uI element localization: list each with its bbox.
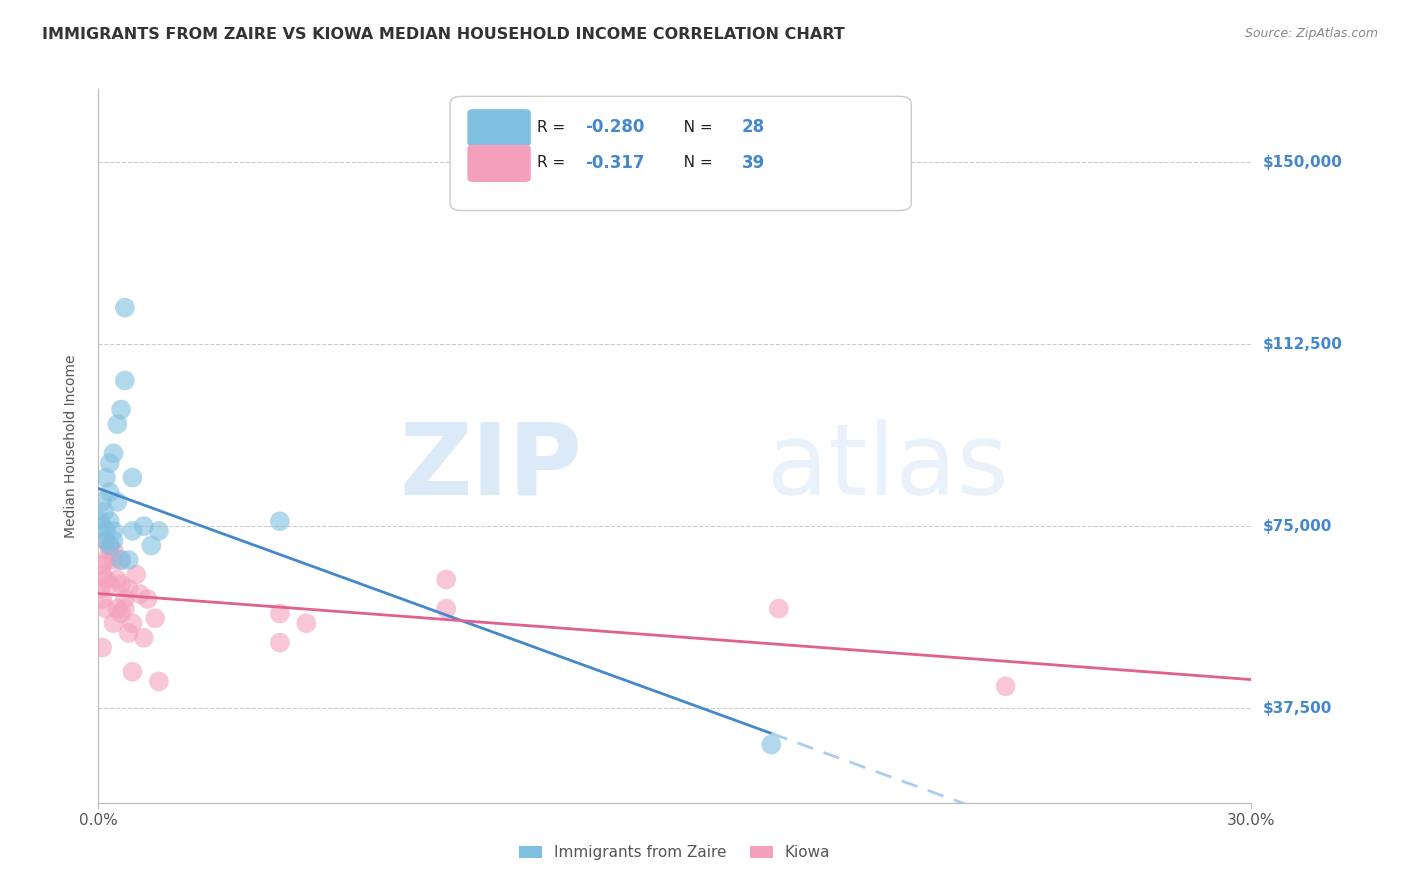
Point xyxy=(105,495,128,509)
Point xyxy=(121,616,143,631)
Point xyxy=(98,539,121,553)
FancyBboxPatch shape xyxy=(467,109,530,146)
Text: R =: R = xyxy=(537,120,569,135)
Point xyxy=(91,567,114,582)
Point xyxy=(94,533,117,548)
Point xyxy=(434,601,457,615)
Text: 28: 28 xyxy=(742,118,765,136)
Point xyxy=(114,601,136,615)
Point xyxy=(114,374,136,388)
Point xyxy=(143,611,166,625)
Point xyxy=(121,470,143,484)
Point xyxy=(121,524,143,538)
Point xyxy=(98,577,121,591)
Point xyxy=(89,582,111,597)
Point xyxy=(98,456,121,470)
Point xyxy=(132,519,155,533)
Point xyxy=(94,533,117,548)
Point xyxy=(118,582,141,597)
Point xyxy=(110,402,132,417)
Legend: Immigrants from Zaire, Kiowa: Immigrants from Zaire, Kiowa xyxy=(513,839,837,866)
Point xyxy=(110,607,132,621)
Point xyxy=(94,601,117,615)
Text: $75,000: $75,000 xyxy=(1263,518,1331,533)
Point xyxy=(103,533,125,548)
Point xyxy=(118,553,141,567)
Point xyxy=(141,539,163,553)
Point xyxy=(295,616,318,631)
Text: N =: N = xyxy=(669,155,717,170)
Point xyxy=(269,607,291,621)
Y-axis label: Median Household Income: Median Household Income xyxy=(63,354,77,538)
Text: N =: N = xyxy=(669,120,717,135)
Point xyxy=(269,635,291,649)
Point xyxy=(105,601,128,615)
Text: $37,500: $37,500 xyxy=(1263,700,1331,715)
Point xyxy=(94,470,117,484)
Point xyxy=(93,504,115,518)
Point xyxy=(103,543,125,558)
Point xyxy=(136,591,159,606)
Point xyxy=(98,543,121,558)
Point xyxy=(118,626,141,640)
Point xyxy=(110,577,132,591)
Text: $150,000: $150,000 xyxy=(1263,154,1343,169)
Point xyxy=(110,553,132,567)
Point xyxy=(121,665,143,679)
Point xyxy=(91,640,114,655)
Point xyxy=(761,738,783,752)
Point xyxy=(434,573,457,587)
Point xyxy=(103,616,125,631)
Point xyxy=(98,485,121,500)
Point xyxy=(114,591,136,606)
Point xyxy=(103,524,125,538)
Text: R =: R = xyxy=(537,155,575,170)
FancyBboxPatch shape xyxy=(450,96,911,211)
Point xyxy=(98,514,121,528)
Text: ZIP: ZIP xyxy=(399,419,582,516)
Point xyxy=(103,446,125,460)
Point xyxy=(94,524,117,538)
Point xyxy=(91,558,114,572)
Point xyxy=(91,519,114,533)
Point xyxy=(148,524,170,538)
Point xyxy=(132,631,155,645)
Point xyxy=(89,514,111,528)
Point xyxy=(98,539,121,553)
Point xyxy=(103,553,125,567)
Text: IMMIGRANTS FROM ZAIRE VS KIOWA MEDIAN HOUSEHOLD INCOME CORRELATION CHART: IMMIGRANTS FROM ZAIRE VS KIOWA MEDIAN HO… xyxy=(42,27,845,42)
Point xyxy=(768,601,790,615)
Text: Source: ZipAtlas.com: Source: ZipAtlas.com xyxy=(1244,27,1378,40)
Point xyxy=(114,301,136,315)
Text: -0.317: -0.317 xyxy=(585,153,644,171)
Point xyxy=(994,679,1017,693)
Point xyxy=(148,674,170,689)
Point xyxy=(129,587,152,601)
Text: -0.280: -0.280 xyxy=(585,118,644,136)
FancyBboxPatch shape xyxy=(467,145,530,182)
Point xyxy=(91,591,114,606)
Point xyxy=(105,573,128,587)
Point xyxy=(94,573,117,587)
Text: 39: 39 xyxy=(742,153,765,171)
Point xyxy=(94,553,117,567)
Point xyxy=(125,567,148,582)
Point xyxy=(269,514,291,528)
Text: $112,500: $112,500 xyxy=(1263,336,1343,351)
Point xyxy=(110,553,132,567)
Point xyxy=(105,417,128,432)
Text: atlas: atlas xyxy=(768,419,1008,516)
Point xyxy=(91,495,114,509)
